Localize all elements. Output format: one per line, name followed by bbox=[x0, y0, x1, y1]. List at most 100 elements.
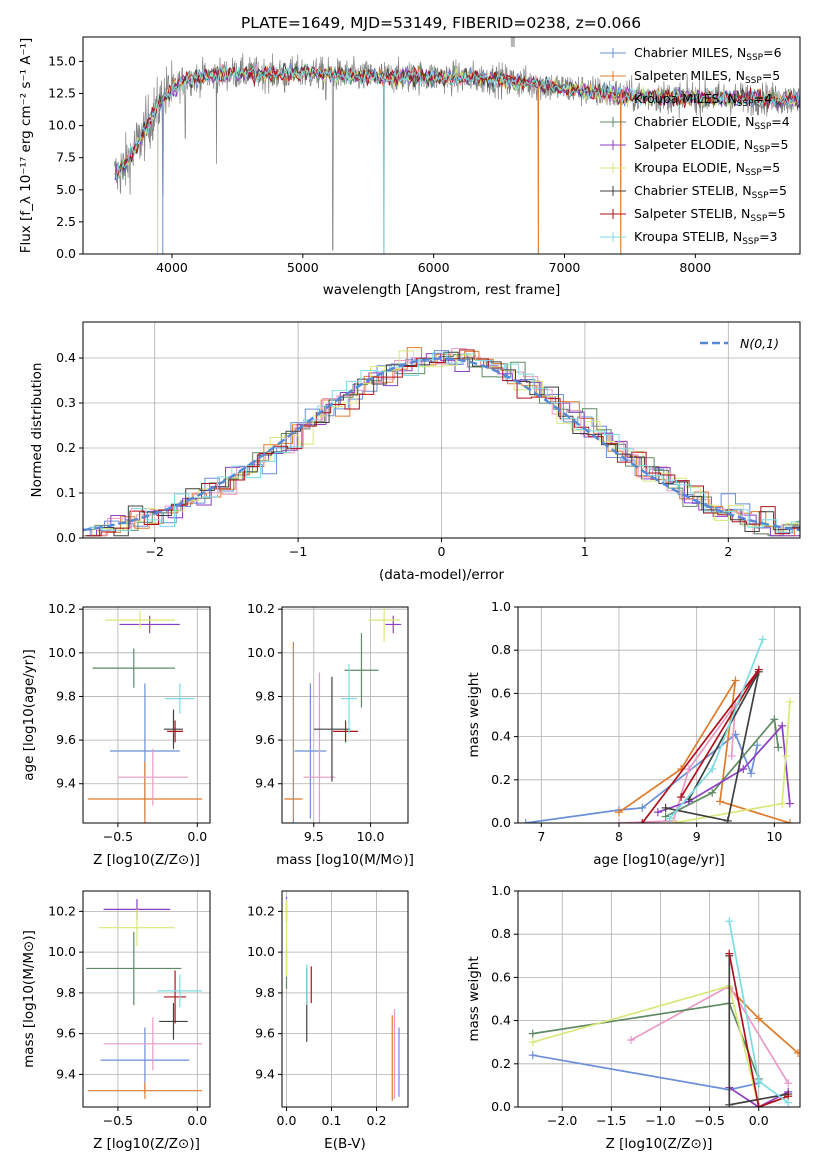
legend-subscript: SSP bbox=[745, 76, 762, 86]
legend-text: Salpeter STELIB, N bbox=[634, 206, 750, 221]
errorbar-point bbox=[344, 633, 379, 708]
label-part: Z [log10(Z/Z⊙)] bbox=[93, 1136, 200, 1152]
legend-suffix: =5 bbox=[762, 68, 780, 83]
weight-marker bbox=[708, 765, 717, 773]
weight-marker bbox=[715, 797, 724, 806]
weight-marker bbox=[638, 819, 647, 823]
weight-marker bbox=[770, 715, 779, 724]
weight-marker bbox=[528, 1029, 537, 1038]
y-tick-label: 9.6 bbox=[255, 732, 275, 747]
x-tick-label: 0 bbox=[438, 544, 446, 559]
legend-text: Chabrier ELODIE, N bbox=[634, 114, 754, 129]
y-tick-label: 10.0 bbox=[48, 118, 76, 133]
y-tick-label: 0.8 bbox=[491, 926, 511, 941]
panel-mass-vs-Z: −0.5 0.0 9.4 9.6 9.8 10.0 10.2 Z [log10(Z/Z⊙)] m… bbox=[21, 890, 211, 1152]
weight-marker bbox=[782, 752, 791, 761]
x-axis-label: wavelength [Angstrom, rest frame] bbox=[323, 282, 561, 298]
masked-region bbox=[510, 37, 515, 47]
y-tick-label: 1.0 bbox=[491, 599, 511, 614]
plot-area bbox=[83, 347, 800, 537]
x-tick-label: 1 bbox=[581, 544, 589, 559]
x-tick-label: 5000 bbox=[287, 260, 319, 275]
weight-marker bbox=[785, 819, 794, 823]
weight-marker bbox=[754, 1077, 763, 1086]
axes-frame bbox=[517, 890, 801, 1108]
weight-marker bbox=[725, 949, 734, 958]
errorbar-point bbox=[163, 709, 184, 749]
weight-marker bbox=[725, 917, 734, 926]
weight-marker bbox=[528, 1051, 537, 1060]
x-tick-label: 10 bbox=[766, 829, 782, 844]
y-tick-label: 9.6 bbox=[56, 1026, 76, 1041]
weight-marker bbox=[784, 1079, 793, 1088]
axes-frame bbox=[517, 606, 801, 824]
weight-marker bbox=[528, 1038, 537, 1047]
x-axis-label: mass [log10(M/M⊙)] bbox=[276, 852, 414, 868]
y-tick-label: 2.5 bbox=[56, 214, 76, 229]
legend-subscript: SSP bbox=[737, 99, 754, 109]
errorbar-point bbox=[157, 974, 203, 1008]
weight-marker bbox=[626, 1036, 635, 1045]
weight-marker bbox=[665, 814, 674, 823]
x-tick-label: 0.2 bbox=[367, 1113, 387, 1128]
y-tick-label: 0.6 bbox=[491, 685, 511, 700]
y-tick-label: 0.2 bbox=[491, 1056, 511, 1071]
y-axis-label: Normed distribution bbox=[29, 363, 45, 498]
y-tick-label: 1.0 bbox=[491, 883, 511, 898]
errorbar-point bbox=[159, 1003, 188, 1040]
y-tick-label: 9.4 bbox=[56, 776, 76, 791]
panel-mass-vs-ebv: 0.0 0.1 0.2 9.4 9.6 9.8 10.0 10.2 E(B-V) bbox=[247, 890, 409, 1152]
legend-entry: Salpeter MILES, NSSP=5 bbox=[634, 68, 780, 86]
normal-curve bbox=[83, 357, 800, 532]
panel-age-vs-mass: 9.5 10.0 9.4 9.6 9.8 10.0 10.2 mass [log10(M/M⊙… bbox=[247, 601, 414, 868]
weight-marker bbox=[754, 1014, 763, 1023]
legend-text: Kroupa MILES, N bbox=[634, 91, 737, 106]
y-tick-label: 0.4 bbox=[491, 729, 511, 744]
plot-area bbox=[86, 899, 203, 1099]
weight-marker bbox=[754, 665, 763, 674]
y-tick-label: 9.4 bbox=[255, 1066, 275, 1081]
y-tick-label: 9.8 bbox=[255, 688, 275, 703]
histogram-series bbox=[83, 348, 800, 537]
errorbar-point bbox=[167, 720, 184, 743]
weight-marker bbox=[669, 819, 678, 823]
x-tick-label: 0.0 bbox=[187, 1113, 207, 1128]
y-tick-label: 7.5 bbox=[56, 150, 76, 165]
legend-subscript: SSP bbox=[742, 237, 759, 247]
label-part: age [log10(age/yr)] bbox=[593, 852, 725, 868]
weight-marker bbox=[723, 816, 732, 823]
x-tick-label: −0.5 bbox=[694, 1113, 724, 1128]
errorbar-point bbox=[385, 615, 402, 634]
y-tick-label: 0.0 bbox=[56, 246, 76, 261]
weight-marker bbox=[778, 799, 787, 808]
y-axis-label: Flux [f_λ 10⁻¹⁷ erg cm⁻² s⁻¹ A⁻¹] bbox=[18, 38, 34, 254]
y-tick-label: 10.0 bbox=[48, 944, 76, 959]
errorbar-point bbox=[294, 683, 327, 819]
label-part: wavelength [Angstrom, rest frame] bbox=[323, 282, 561, 298]
legend-subscript: SSP bbox=[746, 53, 763, 63]
panel-spectrum: 4000 5000 6000 7000 8000 0.0 2.5 5.0 7.5 10.0 12.5… bbox=[18, 36, 801, 298]
model-spectrum bbox=[115, 65, 800, 177]
y-tick-label: 15.0 bbox=[48, 53, 76, 68]
axes-frame bbox=[82, 606, 211, 824]
weight-marker bbox=[638, 803, 647, 812]
legend-entry: Kroupa ELODIE, NSSP=5 bbox=[634, 160, 780, 178]
weight-series bbox=[532, 1002, 760, 1080]
y-tick-label: 9.8 bbox=[56, 985, 76, 1000]
weight-marker bbox=[708, 788, 717, 797]
legend-suffix: =5 bbox=[769, 183, 787, 198]
y-axis-label: mass weight bbox=[466, 672, 482, 757]
errorbar-point bbox=[117, 748, 188, 806]
plot-area bbox=[528, 917, 800, 1107]
weight-marker bbox=[774, 743, 783, 752]
legend-text: Chabrier MILES, N bbox=[634, 45, 746, 60]
histogram-series bbox=[88, 352, 800, 533]
weight-marker bbox=[661, 812, 670, 821]
legend-suffix: =5 bbox=[770, 137, 788, 152]
y-axis-label: mass [log10(M/M⊙)] bbox=[21, 930, 37, 1068]
x-tick-label: −2.0 bbox=[547, 1113, 577, 1128]
x-tick-label: 7000 bbox=[549, 260, 581, 275]
histogram-series bbox=[83, 350, 800, 537]
x-tick-label: 0.0 bbox=[277, 1113, 297, 1128]
